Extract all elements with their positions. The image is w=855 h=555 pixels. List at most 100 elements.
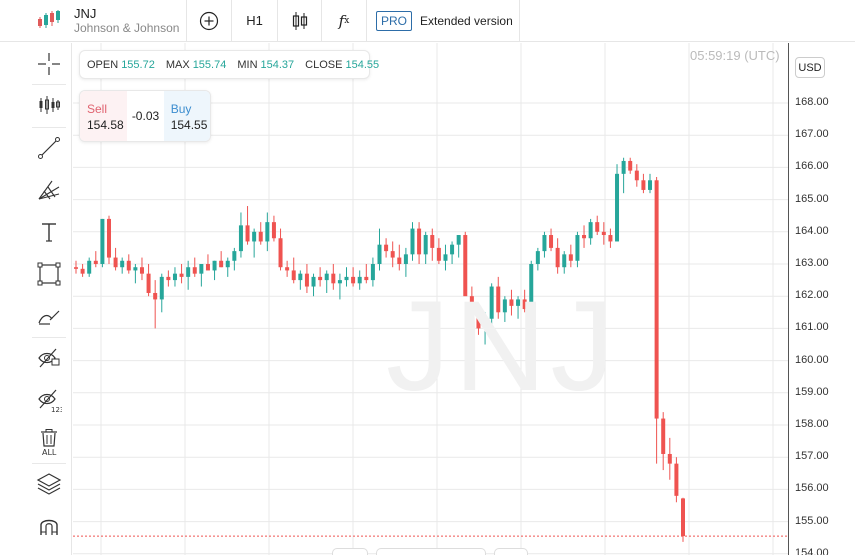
candle-body: [146, 273, 151, 293]
candle-body: [648, 180, 653, 190]
max-value: 155.74: [192, 58, 227, 71]
pro-badge: PRO: [376, 10, 413, 31]
candle: [588, 218, 593, 245]
currency-button[interactable]: USD: [795, 57, 825, 78]
price-axis[interactable]: [788, 43, 855, 555]
interval-button[interactable]: H1: [232, 0, 278, 41]
buy-button[interactable]: Buy 154.55: [163, 91, 210, 141]
candle: [628, 157, 633, 174]
candle: [423, 231, 428, 264]
hide-indicators-tool[interactable]: 123: [26, 379, 72, 421]
candle: [390, 241, 395, 268]
delete-all-tool[interactable]: ALL: [26, 421, 72, 463]
candle-body: [120, 260, 125, 268]
candle-body: [225, 260, 230, 268]
bottom-control-center[interactable]: [376, 548, 486, 555]
candle: [298, 270, 303, 290]
candle: [212, 260, 217, 281]
candle-body: [456, 235, 461, 245]
candle-body: [100, 218, 105, 264]
candle-body: [298, 273, 303, 281]
candle-body: [344, 276, 349, 281]
candle: [113, 247, 118, 271]
candles-icon: [39, 96, 60, 114]
price-tick-label: 168.00: [795, 96, 829, 108]
candle: [146, 264, 151, 297]
candle: [93, 251, 98, 268]
candle-body: [529, 264, 534, 310]
text-tool[interactable]: [26, 211, 72, 253]
candle-body: [126, 260, 131, 271]
candle-body: [496, 286, 501, 313]
candle: [351, 267, 356, 287]
candle: [245, 206, 250, 245]
candle: [654, 177, 659, 464]
candle: [681, 497, 685, 542]
fib-fan-icon: [38, 180, 60, 200]
trend-line-tool[interactable]: [26, 127, 72, 169]
candle-body: [463, 235, 468, 297]
candle-body: [87, 260, 92, 274]
extended-version-label: Extended version: [420, 13, 513, 28]
candle: [159, 273, 164, 313]
candle-body: [608, 235, 613, 242]
candle-body: [542, 235, 547, 252]
bottom-control-left[interactable]: [332, 548, 368, 555]
candle: [555, 238, 560, 274]
candle: [232, 247, 237, 271]
chart-type-button[interactable]: [278, 0, 322, 41]
candle-body: [179, 273, 184, 277]
candle: [621, 157, 626, 194]
candle-body: [654, 180, 659, 419]
candle: [430, 228, 435, 261]
price-tick-label: 161.00: [795, 321, 829, 334]
candle-body: [436, 247, 441, 261]
candles-tool[interactable]: [26, 84, 72, 126]
candle: [489, 283, 494, 329]
candle-body: [615, 173, 620, 242]
extended-version-link[interactable]: PRO Extended version: [367, 0, 520, 41]
compare-button[interactable]: [187, 0, 232, 41]
candle: [641, 173, 646, 194]
rectangle-tool[interactable]: [26, 253, 72, 295]
candle-body: [430, 235, 435, 248]
candle-body: [568, 254, 573, 261]
candle: [74, 260, 78, 274]
sell-button[interactable]: Sell 154.58: [80, 91, 128, 141]
candle: [595, 215, 600, 236]
brush-tool[interactable]: [26, 295, 72, 337]
sell-label: Sell: [87, 102, 108, 116]
trash-icon: ALL: [41, 429, 57, 456]
candle-body: [483, 318, 488, 329]
price-tick-label: 159.00: [795, 385, 829, 398]
sell-price: 154.58: [87, 118, 124, 132]
candle-body: [74, 267, 78, 269]
candle: [186, 260, 191, 290]
candle: [344, 267, 349, 287]
close-value: 154.55: [345, 58, 380, 71]
candle-body: [634, 170, 639, 181]
candle: [120, 257, 125, 274]
bottom-control-right[interactable]: [494, 548, 528, 555]
fib-fan-tool[interactable]: [26, 169, 72, 211]
candle-body: [139, 267, 144, 274]
candle-body: [192, 267, 197, 274]
candle-body: [516, 299, 521, 306]
layers-tool[interactable]: [26, 463, 72, 505]
magnet-tool[interactable]: [26, 505, 72, 547]
hide-indicators-icon: 123: [38, 389, 62, 413]
hide-drawings-tool[interactable]: [26, 337, 72, 379]
price-tick-label: 162.00: [795, 289, 829, 302]
price-tick-label: 165.00: [795, 192, 829, 205]
candle-body: [93, 260, 98, 264]
symbol-selector[interactable]: JNJ Johnson & Johnson: [0, 0, 187, 41]
candle: [324, 270, 329, 293]
candle: [179, 264, 184, 284]
candle: [377, 228, 382, 271]
crosshair-tool[interactable]: [26, 43, 72, 85]
candle: [384, 238, 389, 258]
price-tick-label: 164.00: [795, 224, 829, 237]
candle: [172, 267, 177, 287]
candle-body: [199, 264, 204, 274]
